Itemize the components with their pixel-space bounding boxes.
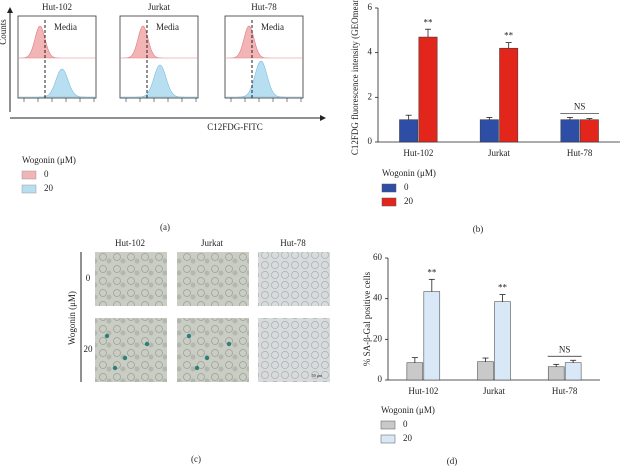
histogram-frame [17, 15, 97, 99]
stained-cell [104, 333, 110, 339]
y-tick-label: 60 [373, 252, 383, 262]
flow-ylabel: Counts [0, 19, 8, 45]
bar [560, 119, 580, 143]
micrograph [95, 318, 167, 382]
flow-xlabel: C12FDG-FITC [207, 122, 263, 132]
y-tick-label: 6 [368, 2, 373, 12]
y-tick-label: 40 [373, 293, 383, 303]
histogram-frame [224, 15, 304, 99]
bar [547, 366, 565, 381]
panel-label: (d) [447, 456, 458, 466]
x-tick-label: Jurkat [488, 148, 510, 158]
y-axis-label: % SA-β-Gal positive cells [362, 271, 372, 366]
stained-cell [186, 333, 192, 339]
panel-label: (b) [473, 224, 484, 234]
x-tick-label: Hut-102 [403, 148, 433, 158]
bar [479, 119, 499, 143]
media-label: Media [54, 22, 77, 32]
legend-label: 20 [404, 196, 414, 206]
stained-cell [144, 341, 150, 347]
stained-cell [194, 365, 200, 371]
significance-label: ** [424, 17, 434, 27]
media-label: Media [261, 22, 284, 32]
histogram [18, 68, 96, 98]
row-label: 0 [86, 273, 91, 283]
legend-title: Wogonin (μM) [382, 168, 436, 178]
micrograph [177, 252, 249, 306]
legend-swatch [21, 184, 37, 194]
bar [477, 361, 494, 381]
significance-label: ** [504, 31, 514, 41]
y-axis-label: C12FDG fluorescence intensity (GEOmean) [350, 0, 360, 155]
bar [423, 291, 441, 381]
significance-label: NS [559, 344, 571, 354]
x-tick-label: Hut-78 [567, 148, 593, 158]
x-tick-label: Hut-78 [552, 386, 578, 396]
stained-cell [112, 365, 118, 371]
legend-swatch [381, 183, 397, 193]
sample-title: Hut-78 [251, 2, 277, 12]
y-tick-label: 4 [368, 47, 373, 57]
legend-swatch [21, 170, 37, 180]
histogram-frame [119, 15, 199, 99]
histogram [119, 25, 198, 59]
sample-title: Hut-102 [42, 2, 72, 12]
y-tick-label: 20 [373, 333, 383, 343]
sample-title: Jurkat [148, 2, 170, 12]
bar [418, 36, 438, 143]
histogram [225, 60, 303, 98]
y-tick-label: 0 [368, 136, 373, 146]
y-tick-label: 2 [368, 91, 373, 101]
column-title: Jurkat [201, 238, 223, 248]
bar [579, 119, 599, 143]
bar [494, 301, 511, 381]
media-label: Media [156, 22, 179, 32]
micrograph [258, 252, 330, 306]
legend-title: Wogonin (μM) [381, 405, 435, 415]
bar [399, 119, 419, 143]
histogram [17, 25, 96, 59]
significance-label: ** [498, 283, 508, 293]
column-title: Hut-102 [115, 238, 145, 248]
legend-label: 20 [44, 183, 54, 193]
stained-cell [122, 355, 128, 361]
stained-cell [226, 341, 232, 347]
scale-bar-label: 50 μm [312, 373, 323, 378]
column-title: Hut-78 [280, 238, 306, 248]
legend-label: 0 [44, 169, 49, 179]
panel-label: (c) [191, 454, 201, 464]
legend-swatch [381, 197, 397, 207]
y-tick-label: 0 [378, 374, 383, 384]
panel-label: (a) [160, 222, 170, 232]
legend-swatch [380, 420, 396, 430]
significance-label: NS [574, 101, 586, 111]
x-tick-label: Jurkat [483, 386, 505, 396]
micrograph [95, 252, 167, 306]
micrograph [177, 318, 249, 382]
significance-label: ** [427, 267, 437, 277]
x-tick-label: Hut-102 [408, 386, 438, 396]
row-label: 20 [84, 344, 94, 354]
flow-legend-title: Wogonin (μM) [22, 155, 76, 165]
micro-row-title: Wogonin (μM) [67, 291, 77, 345]
legend-label: 0 [403, 419, 408, 429]
stained-cell [204, 355, 210, 361]
bar [406, 362, 424, 381]
legend-label: 20 [403, 433, 413, 443]
histogram [120, 64, 198, 98]
bar [499, 47, 519, 143]
legend-swatch [380, 434, 396, 444]
histogram [224, 25, 303, 59]
micrograph [258, 318, 330, 382]
legend-label: 0 [404, 182, 409, 192]
bar [564, 362, 582, 381]
